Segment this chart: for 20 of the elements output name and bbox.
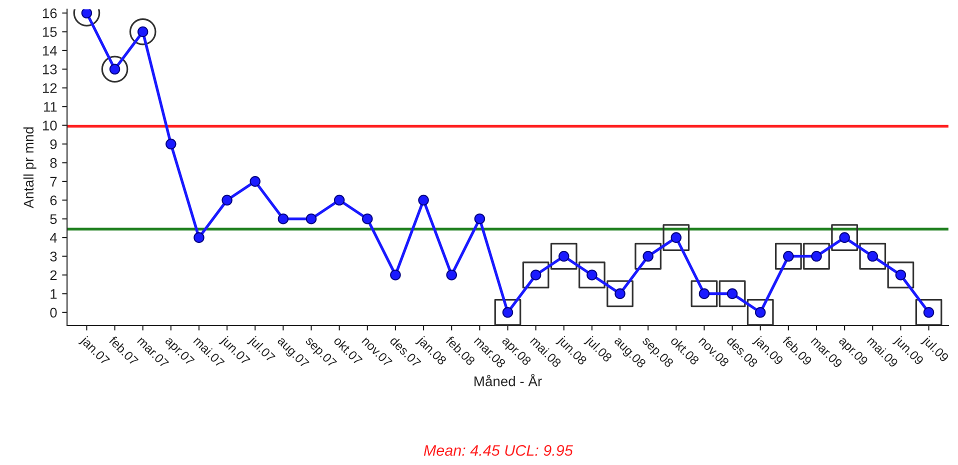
y-tick-label: 10 — [42, 120, 57, 130]
y-tick-label: 1 — [50, 289, 57, 299]
y-tick-label: 16 — [42, 8, 57, 18]
y-tick-label: 15 — [42, 27, 57, 37]
y-tick-label: 4 — [50, 233, 57, 243]
y-tick-label: 12 — [42, 83, 57, 93]
y-tick-label: 3 — [50, 252, 57, 262]
y-tick-label: 6 — [50, 195, 57, 206]
y-tick-label: 13 — [42, 64, 57, 74]
text: Mean: 4.45 UCL: 9.95 — [424, 445, 573, 456]
y-tick-label: 11 — [44, 102, 57, 112]
y-tick-label: 5 — [50, 214, 57, 224]
y-axis-title: Antall pr mnd — [23, 127, 36, 208]
y-tick-label: 9 — [50, 139, 57, 150]
x-axis-title: Måned - År — [474, 374, 542, 386]
y-tick-label: 0 — [50, 308, 57, 318]
y-tick-label: 8 — [50, 158, 57, 168]
y-tick-label: 7 — [50, 176, 57, 186]
y-tick-label: 14 — [42, 46, 57, 56]
y-tick-label: 2 — [50, 270, 57, 280]
